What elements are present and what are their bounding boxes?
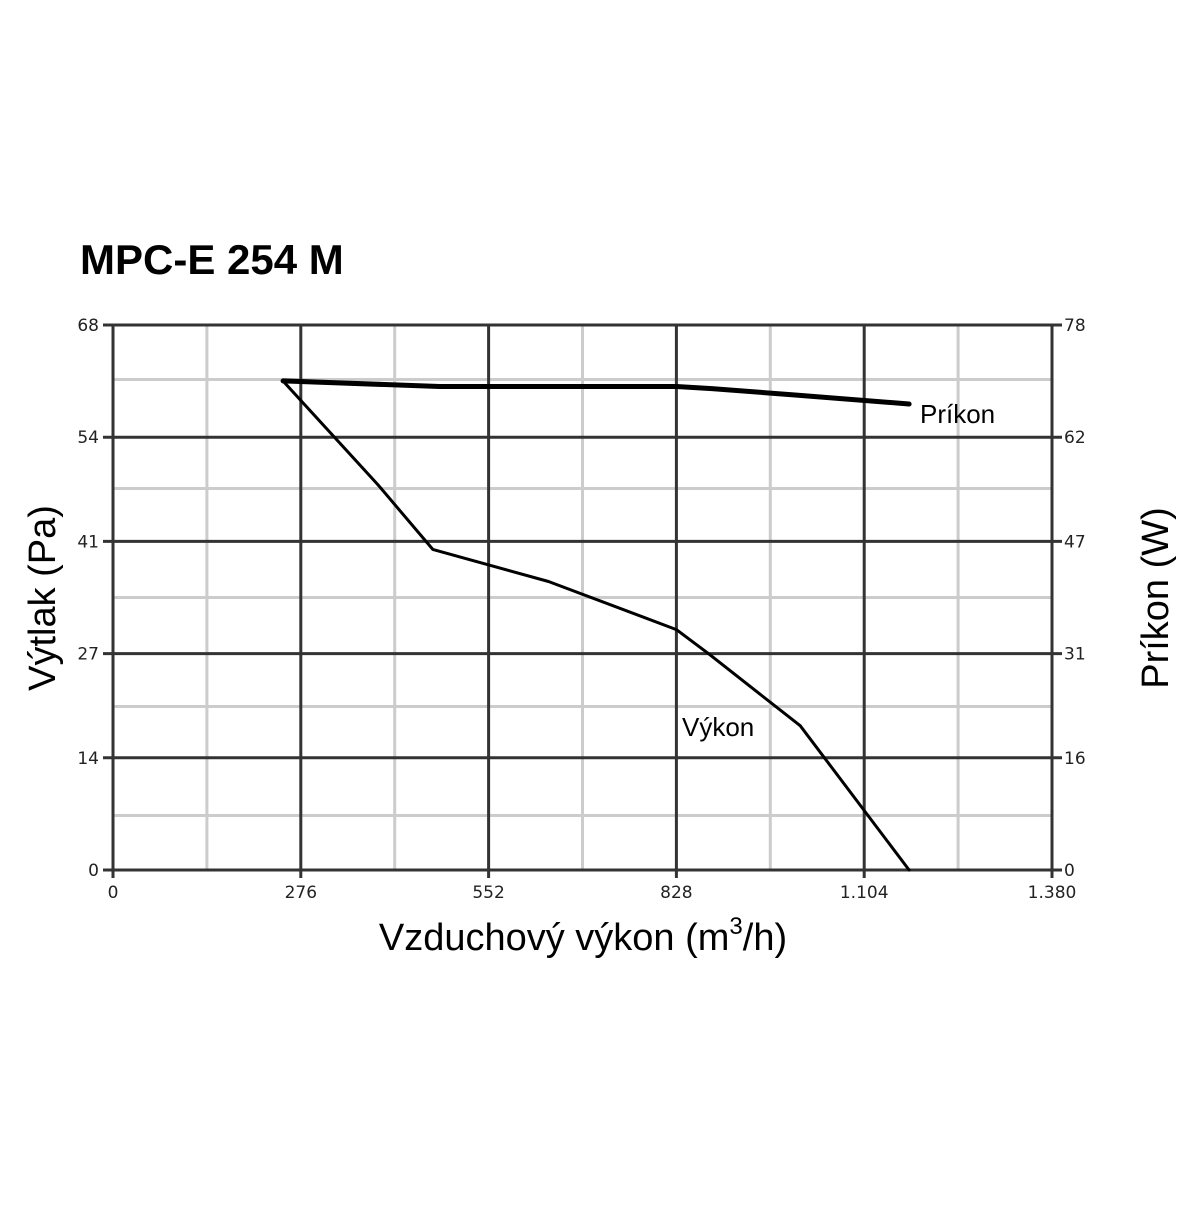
minor-grid [113, 325, 1052, 870]
y-right-axis-title: Príkon (W) [1135, 507, 1177, 689]
y-left-tick-label: 14 [77, 749, 99, 769]
y-left-tick-label: 27 [77, 645, 99, 665]
series-line-vykon [281, 379, 911, 872]
series-label-prikon: Príkon [920, 399, 995, 429]
x-axis-title: Vzduchový výkon (m3/h) [379, 913, 787, 959]
y-right-tick-label: 62 [1064, 428, 1086, 448]
x-tick-label: 828 [660, 883, 692, 903]
x-tick-label: 276 [285, 883, 317, 903]
x-tick-label: 1.380 [1028, 883, 1077, 903]
series-lines [280, 378, 912, 872]
y-right-tick-label: 47 [1064, 533, 1086, 553]
x-axis-title-superscript: 3 [729, 913, 742, 940]
y-right-tick-label: 16 [1064, 749, 1086, 769]
x-tick-labels: 0 276 552 828 1.104 1.380 [108, 883, 1077, 903]
chart-title: MPC-E 254 M [80, 236, 344, 283]
x-tick-label: 1.104 [840, 883, 889, 903]
y-left-tick-label: 41 [77, 532, 99, 552]
y-right-tick-label: 31 [1064, 644, 1086, 664]
y-left-tick-label: 54 [77, 428, 99, 448]
series-line-prikon [280, 378, 912, 407]
y-right-tick-label: 0 [1064, 861, 1075, 881]
major-grid [103, 323, 1062, 878]
series-label-vykon: Výkon [682, 712, 754, 742]
x-tick-label: 0 [108, 883, 119, 903]
x-tick-label: 552 [472, 883, 504, 903]
y-left-tick-label: 0 [88, 861, 99, 881]
y-left-tick-label: 68 [77, 316, 99, 336]
y-right-tick-labels: 0 16 31 47 62 78 [1064, 316, 1086, 881]
y-left-tick-labels: 0 14 27 41 54 68 [77, 316, 99, 881]
y-left-axis-title: Výtlak (Pa) [22, 505, 64, 691]
y-right-tick-label: 78 [1064, 316, 1086, 336]
